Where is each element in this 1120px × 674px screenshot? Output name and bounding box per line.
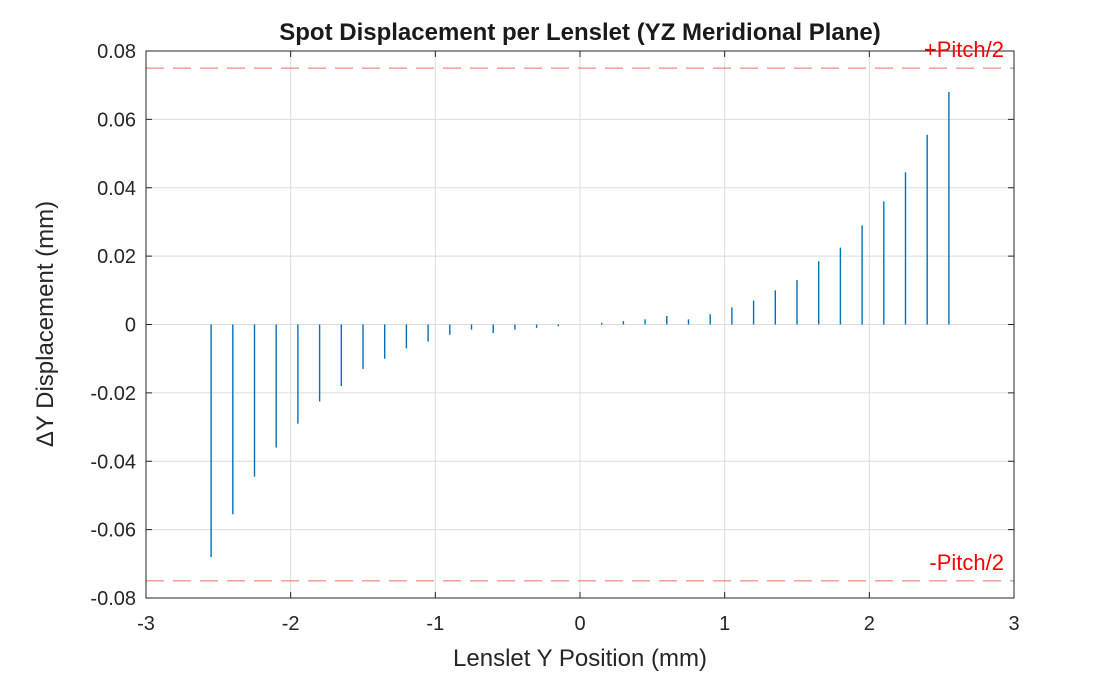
y-tick-label: 0.06 — [97, 109, 136, 131]
y-tick-label: 0 — [125, 315, 136, 337]
x-tick-label: -2 — [282, 613, 300, 635]
y-tick-label: 0.08 — [97, 41, 136, 63]
y-tick-label: -0.08 — [90, 588, 136, 610]
chart-title: Spot Displacement per Lenslet (YZ Meridi… — [279, 19, 880, 46]
reference-lines — [146, 67, 1014, 582]
x-tick-label: -3 — [137, 613, 155, 635]
reference-line-label: +Pitch/2 — [924, 37, 1004, 62]
y-tick-labels: -0.08 -0.06 -0.04 -0.02 0 0.02 0.04 0.06 0.08 — [90, 41, 136, 610]
x-tick-label: 2 — [864, 613, 875, 635]
grid — [146, 51, 1014, 598]
y-tick-label: 0.04 — [97, 178, 136, 200]
x-tick-label: 0 — [574, 613, 585, 635]
annotations: +Pitch/2 -Pitch/2 — [924, 37, 1004, 575]
x-tick-label: 1 — [719, 613, 730, 635]
y-tick-label: 0.02 — [97, 246, 136, 268]
x-tick-labels: -3 -2 -1 0 1 2 3 — [137, 613, 1019, 635]
y-tick-label: -0.02 — [90, 383, 136, 405]
y-tick-label: -0.04 — [90, 451, 136, 473]
y-axis-label: ΔY Displacement (mm) — [32, 201, 59, 447]
x-axis-label: Lenslet Y Position (mm) — [453, 645, 707, 672]
ticks — [145, 50, 1015, 599]
reference-line-label: -Pitch/2 — [929, 550, 1004, 575]
data-series — [210, 92, 950, 557]
x-tick-label: -1 — [426, 613, 444, 635]
y-tick-label: -0.06 — [90, 520, 136, 542]
x-tick-label: 3 — [1008, 613, 1019, 635]
